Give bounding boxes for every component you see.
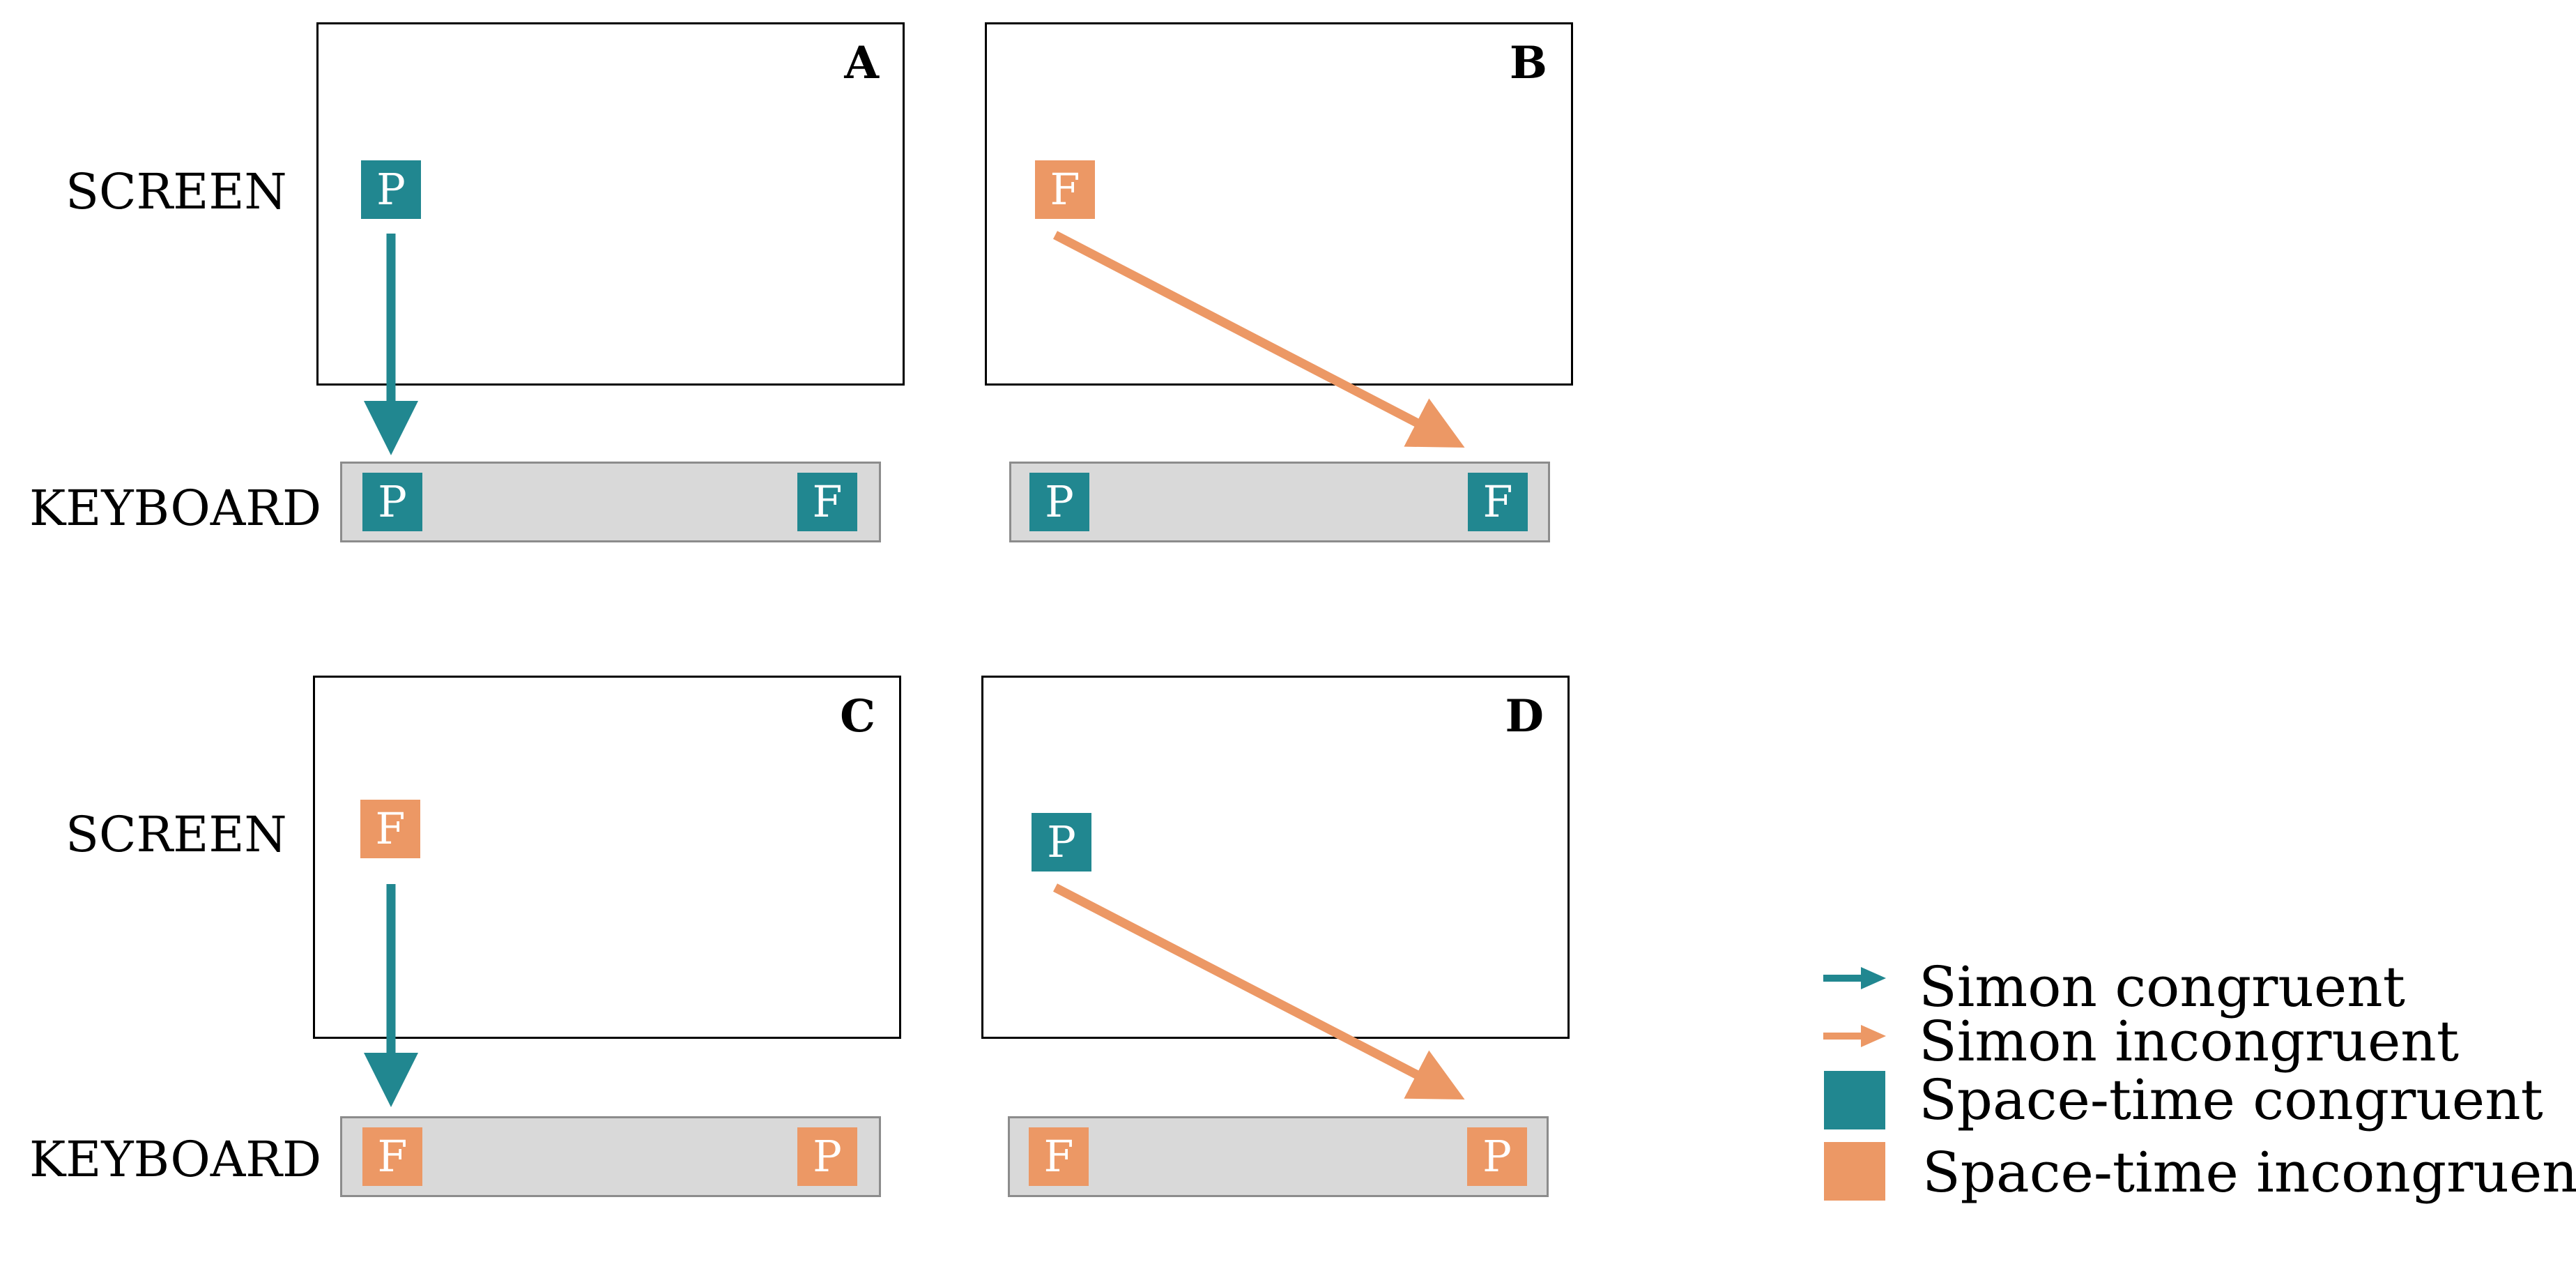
legend-arrow-incongruent-icon (1823, 1025, 1886, 1047)
panel-letter-b: B (1509, 37, 1547, 89)
key-right-b: F (1468, 473, 1528, 531)
legend-label-simon-incongruent: Simon incongruent (1919, 1009, 2459, 1074)
legend-label-space-time-incongruent: Space-time incongruent (1922, 1140, 2576, 1205)
key-left-c: F (362, 1127, 422, 1186)
stimulus-c: F (360, 800, 420, 858)
row-label-keyboard-bottom: KEYBOARD (29, 1131, 322, 1188)
legend-swatch-congruent (1824, 1071, 1885, 1129)
keyboard-bar-b (1009, 462, 1550, 542)
key-left-d: F (1029, 1127, 1089, 1186)
panel-letter-d: D (1505, 690, 1544, 743)
key-right-a: F (797, 473, 857, 531)
key-left-a: P (362, 473, 422, 531)
key-right-c: P (797, 1127, 857, 1186)
row-label-screen-bottom: SCREEN (66, 806, 287, 863)
keyboard-bar-a (340, 462, 881, 542)
stimulus-d: P (1032, 813, 1091, 872)
legend-label-space-time-congruent: Space-time congruent (1919, 1067, 2543, 1132)
key-left-b: P (1029, 473, 1089, 531)
panel-letter-a: A (844, 37, 879, 89)
stimulus-b: F (1035, 160, 1095, 219)
legend-arrow-congruent-icon (1823, 967, 1886, 989)
panel-letter-c: C (840, 690, 875, 743)
keyboard-bar-c (340, 1116, 881, 1197)
row-label-screen-top: SCREEN (66, 163, 287, 220)
keyboard-bar-d (1008, 1116, 1549, 1197)
legend-label-simon-congruent: Simon congruent (1919, 954, 2405, 1019)
key-right-d: P (1467, 1127, 1527, 1186)
stimulus-a: P (361, 160, 421, 219)
legend-swatch-incongruent (1824, 1142, 1885, 1201)
row-label-keyboard-top: KEYBOARD (29, 480, 322, 537)
